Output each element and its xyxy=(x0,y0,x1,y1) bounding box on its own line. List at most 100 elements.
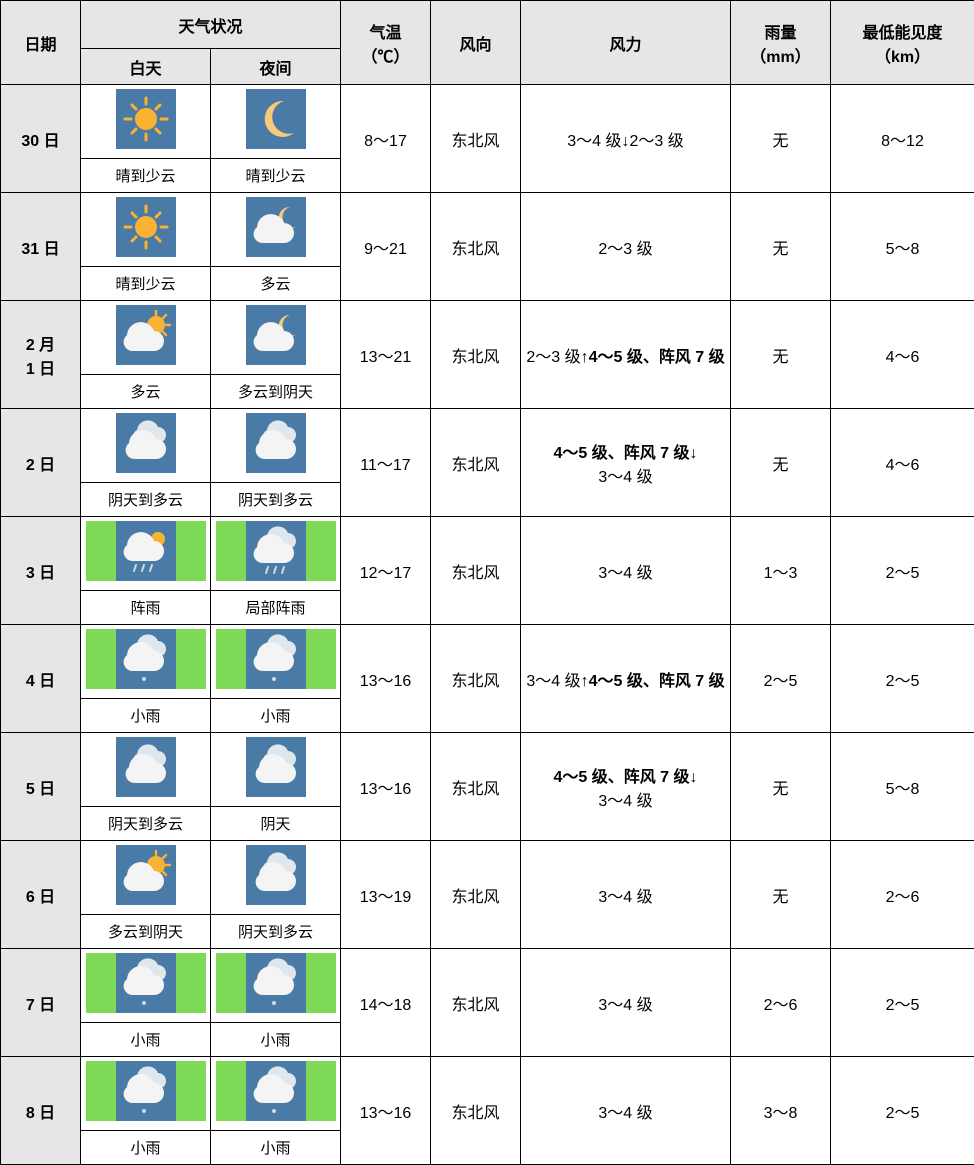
temp-cell: 13～16 xyxy=(341,733,431,841)
weather-icon-wrap xyxy=(86,845,206,905)
wind-dir-cell: 东北风 xyxy=(431,733,521,841)
wind-force-text: 3～4 级 xyxy=(598,997,652,1014)
rain-cell: 无 xyxy=(731,301,831,409)
weather-icon-cell xyxy=(211,949,341,1023)
weather-label: 局部阵雨 xyxy=(211,591,341,625)
light-rain-icon xyxy=(116,1061,176,1121)
weather-icon-cell xyxy=(81,409,211,483)
visibility-cell: 2～5 xyxy=(831,949,974,1057)
weather-icon-cell xyxy=(211,625,341,699)
wind-dir-cell: 东北风 xyxy=(431,625,521,733)
overcast-icon xyxy=(116,413,176,473)
weather-icon-cell xyxy=(211,193,341,267)
forecast-row: 8 日 13～16 东北风 3～4 级 3～8 2～5 xyxy=(1,1057,974,1131)
weather-icon-cell xyxy=(81,517,211,591)
wind-force-text: 2～3 级↑ xyxy=(526,349,588,366)
date-cell: 3 日 xyxy=(1,517,81,625)
wind-force-cell: 2～3 级 xyxy=(521,193,731,301)
weather-icon-cell xyxy=(211,301,341,375)
rain-cell: 无 xyxy=(731,193,831,301)
weather-icon-wrap xyxy=(86,629,206,689)
wind-force-cell: 3～4 级 xyxy=(521,841,731,949)
wind-force-cell: 4～5 级、阵风 7 级↓3～4 级 xyxy=(521,733,731,841)
col-rain: 雨量（mm） xyxy=(731,1,831,85)
overcast-icon xyxy=(246,413,306,473)
weather-icon-wrap xyxy=(86,197,206,257)
rain-cell: 3～8 xyxy=(731,1057,831,1165)
visibility-cell: 5～8 xyxy=(831,733,974,841)
date-cell: 8 日 xyxy=(1,1057,81,1165)
sun-icon xyxy=(116,89,176,149)
overcast-icon xyxy=(246,845,306,905)
weather-icon-cell xyxy=(211,1057,341,1131)
weather-icon-wrap xyxy=(216,413,336,473)
forecast-row: 5 日 13～16 东北风 4～5 级、阵风 7 级↓3～4 级 无 5～8 xyxy=(1,733,974,807)
date-cell: 7 日 xyxy=(1,949,81,1057)
col-night: 夜间 xyxy=(211,49,341,85)
weather-label: 小雨 xyxy=(211,699,341,733)
date-cell: 30 日 xyxy=(1,85,81,193)
forecast-row: 31 日 9～21 东北风 2～3 级 无 5～8 xyxy=(1,193,974,267)
weather-icon-wrap xyxy=(216,1061,336,1121)
weather-label: 晴到少云 xyxy=(81,267,211,301)
weather-icon-wrap xyxy=(216,737,336,797)
wind-force-suffix: 3～4 级 xyxy=(598,469,652,486)
temp-cell: 8～17 xyxy=(341,85,431,193)
rain-cell: 2～5 xyxy=(731,625,831,733)
weather-icon-wrap xyxy=(216,629,336,689)
weather-label: 阴天到多云 xyxy=(81,483,211,517)
weather-icon-wrap xyxy=(86,413,206,473)
wind-force-cell: 3～4 级 xyxy=(521,1057,731,1165)
col-wind-force: 风力 xyxy=(521,1,731,85)
visibility-cell: 2～5 xyxy=(831,625,974,733)
moon-cloud-icon xyxy=(246,197,306,257)
weather-label: 多云 xyxy=(211,267,341,301)
wind-force-text: 2～3 级 xyxy=(598,241,652,258)
rain-cell: 无 xyxy=(731,733,831,841)
weather-icon-cell xyxy=(81,949,211,1023)
col-weather: 天气状况 xyxy=(81,1,341,49)
shower-icon xyxy=(246,521,306,581)
temp-cell: 13～21 xyxy=(341,301,431,409)
wind-force-text: 3～4 级 xyxy=(598,1105,652,1122)
weather-label: 小雨 xyxy=(81,1131,211,1165)
wind-dir-cell: 东北风 xyxy=(431,841,521,949)
overcast-icon xyxy=(116,737,176,797)
weather-icon-wrap xyxy=(86,953,206,1013)
wind-force-bold: 4～5 级、阵风 7 级 xyxy=(589,673,725,690)
weather-icon-wrap xyxy=(216,521,336,581)
temp-cell: 9～21 xyxy=(341,193,431,301)
rain-cell: 1～3 xyxy=(731,517,831,625)
visibility-cell: 4～6 xyxy=(831,301,974,409)
wind-dir-cell: 东北风 xyxy=(431,193,521,301)
weather-icon-cell xyxy=(81,625,211,699)
visibility-cell: 8～12 xyxy=(831,85,974,193)
weather-label: 阴天 xyxy=(211,807,341,841)
sun-cloud-icon xyxy=(116,305,176,365)
wind-dir-cell: 东北风 xyxy=(431,949,521,1057)
light-rain-icon xyxy=(246,629,306,689)
weather-label: 晴到少云 xyxy=(81,159,211,193)
forecast-row: 2 日 11～17 东北风 4～5 级、阵风 7 级↓3～4 级 无 4～6 xyxy=(1,409,974,483)
light-rain-icon xyxy=(246,1061,306,1121)
wind-force-text: 3～4 级 xyxy=(598,565,652,582)
moon-icon xyxy=(246,89,306,149)
light-rain-icon xyxy=(116,953,176,1013)
weather-icon-cell xyxy=(211,733,341,807)
date-cell: 5 日 xyxy=(1,733,81,841)
temp-cell: 12～17 xyxy=(341,517,431,625)
wind-dir-cell: 东北风 xyxy=(431,301,521,409)
sun-cloud-icon xyxy=(116,845,176,905)
weather-icon-cell xyxy=(81,301,211,375)
rain-cell: 无 xyxy=(731,85,831,193)
date-cell: 2 月1 日 xyxy=(1,301,81,409)
temp-cell: 13～16 xyxy=(341,1057,431,1165)
wind-dir-cell: 东北风 xyxy=(431,409,521,517)
weather-icon-cell xyxy=(81,733,211,807)
forecast-row: 3 日 12～17 东北风 3～4 级 1～3 2～5 xyxy=(1,517,974,591)
weather-label: 小雨 xyxy=(81,1023,211,1057)
weather-label: 阴天到多云 xyxy=(211,483,341,517)
date-cell: 2 日 xyxy=(1,409,81,517)
weather-icon-cell xyxy=(211,85,341,159)
forecast-row: 4 日 13～16 东北风 3～4 级↑4～5 级、阵风 7 级 2～5 2～5 xyxy=(1,625,974,699)
